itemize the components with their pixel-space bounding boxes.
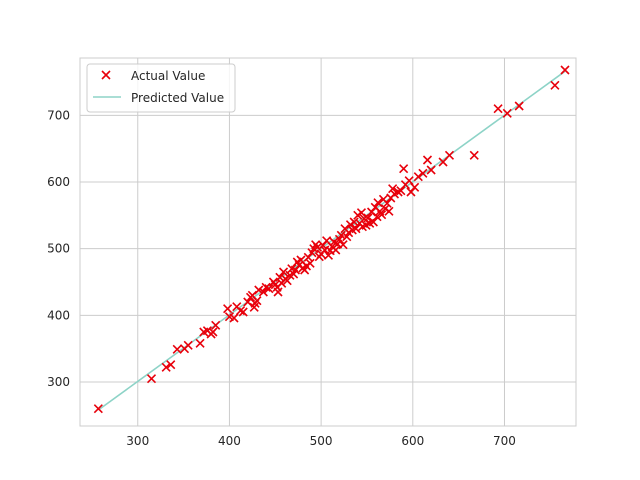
actual-point [384, 206, 394, 216]
x-tick-label: 500 [310, 434, 333, 448]
actual-point [349, 217, 359, 227]
actual-point [211, 320, 221, 330]
actual-point [422, 155, 433, 165]
actual-point [338, 240, 348, 250]
actual-point [351, 224, 361, 234]
actual-point [264, 284, 274, 294]
actual-point [560, 65, 570, 75]
actual-point [502, 108, 512, 118]
actual-point [404, 176, 414, 186]
actual-point [273, 287, 283, 297]
actual-series [93, 65, 570, 414]
actual-point [195, 338, 205, 348]
actual-point [372, 212, 382, 222]
grid-lines [80, 58, 576, 426]
actual-point [323, 250, 334, 260]
actual-point [312, 242, 323, 252]
actual-point [377, 210, 387, 220]
actual-point [208, 327, 218, 337]
actual-point [550, 80, 560, 90]
actual-point [444, 150, 455, 160]
x-tick-label: 300 [126, 434, 149, 448]
actual-point [399, 164, 409, 174]
actual-point [235, 306, 246, 316]
plot-frame [79, 57, 577, 427]
legend: Actual Value Predicted Value [86, 63, 236, 113]
actual-point [146, 374, 157, 384]
actual-point [238, 307, 248, 317]
actual-point [393, 187, 403, 197]
actual-point [413, 172, 423, 182]
actual-point [229, 313, 239, 323]
y-tick-label: 600 [47, 175, 70, 189]
actual-point [166, 360, 176, 370]
actual-point [418, 168, 428, 178]
legend-label-predicted: Predicted Value [131, 91, 224, 105]
actual-point [469, 150, 479, 160]
actual-point [382, 198, 392, 208]
actual-point [331, 245, 341, 255]
actual-point [261, 282, 271, 292]
x-tick-label: 600 [401, 434, 424, 448]
actual-point [172, 344, 182, 354]
legend-x-marker [101, 70, 111, 80]
y-tick-label: 700 [47, 108, 70, 122]
actual-point [252, 296, 262, 306]
actual-point [336, 230, 346, 240]
actual-point [278, 267, 289, 277]
y-tick-label: 500 [47, 242, 70, 256]
actual-point [305, 258, 315, 268]
x-tick-label: 400 [218, 434, 241, 448]
actual-point [396, 186, 406, 196]
y-tick-label: 400 [47, 308, 70, 322]
y-tick-label: 300 [47, 375, 70, 389]
axes-border [79, 57, 577, 427]
actual-point [363, 213, 373, 223]
actual-point [254, 285, 264, 295]
y-axis-ticks: 300 400 500 600 700 [47, 108, 70, 389]
actual-point [514, 101, 524, 111]
legend-label-actual: Actual Value [131, 69, 205, 83]
x-tick-label: 700 [493, 434, 516, 448]
actual-point [275, 272, 285, 282]
legend-marker-actual [101, 70, 111, 80]
actual-point [223, 304, 233, 314]
actual-point [183, 340, 193, 350]
actual-point [161, 362, 171, 372]
actual-point [93, 404, 103, 414]
actual-point [493, 104, 503, 114]
actual-point [426, 165, 436, 175]
actual-point [373, 198, 383, 208]
actual-point [410, 182, 420, 192]
x-axis-ticks: 300 400 500 600 700 [126, 434, 516, 448]
actual-point [368, 217, 378, 227]
legend-box [86, 63, 236, 113]
actual-point [258, 287, 268, 297]
actual-point [388, 184, 398, 194]
